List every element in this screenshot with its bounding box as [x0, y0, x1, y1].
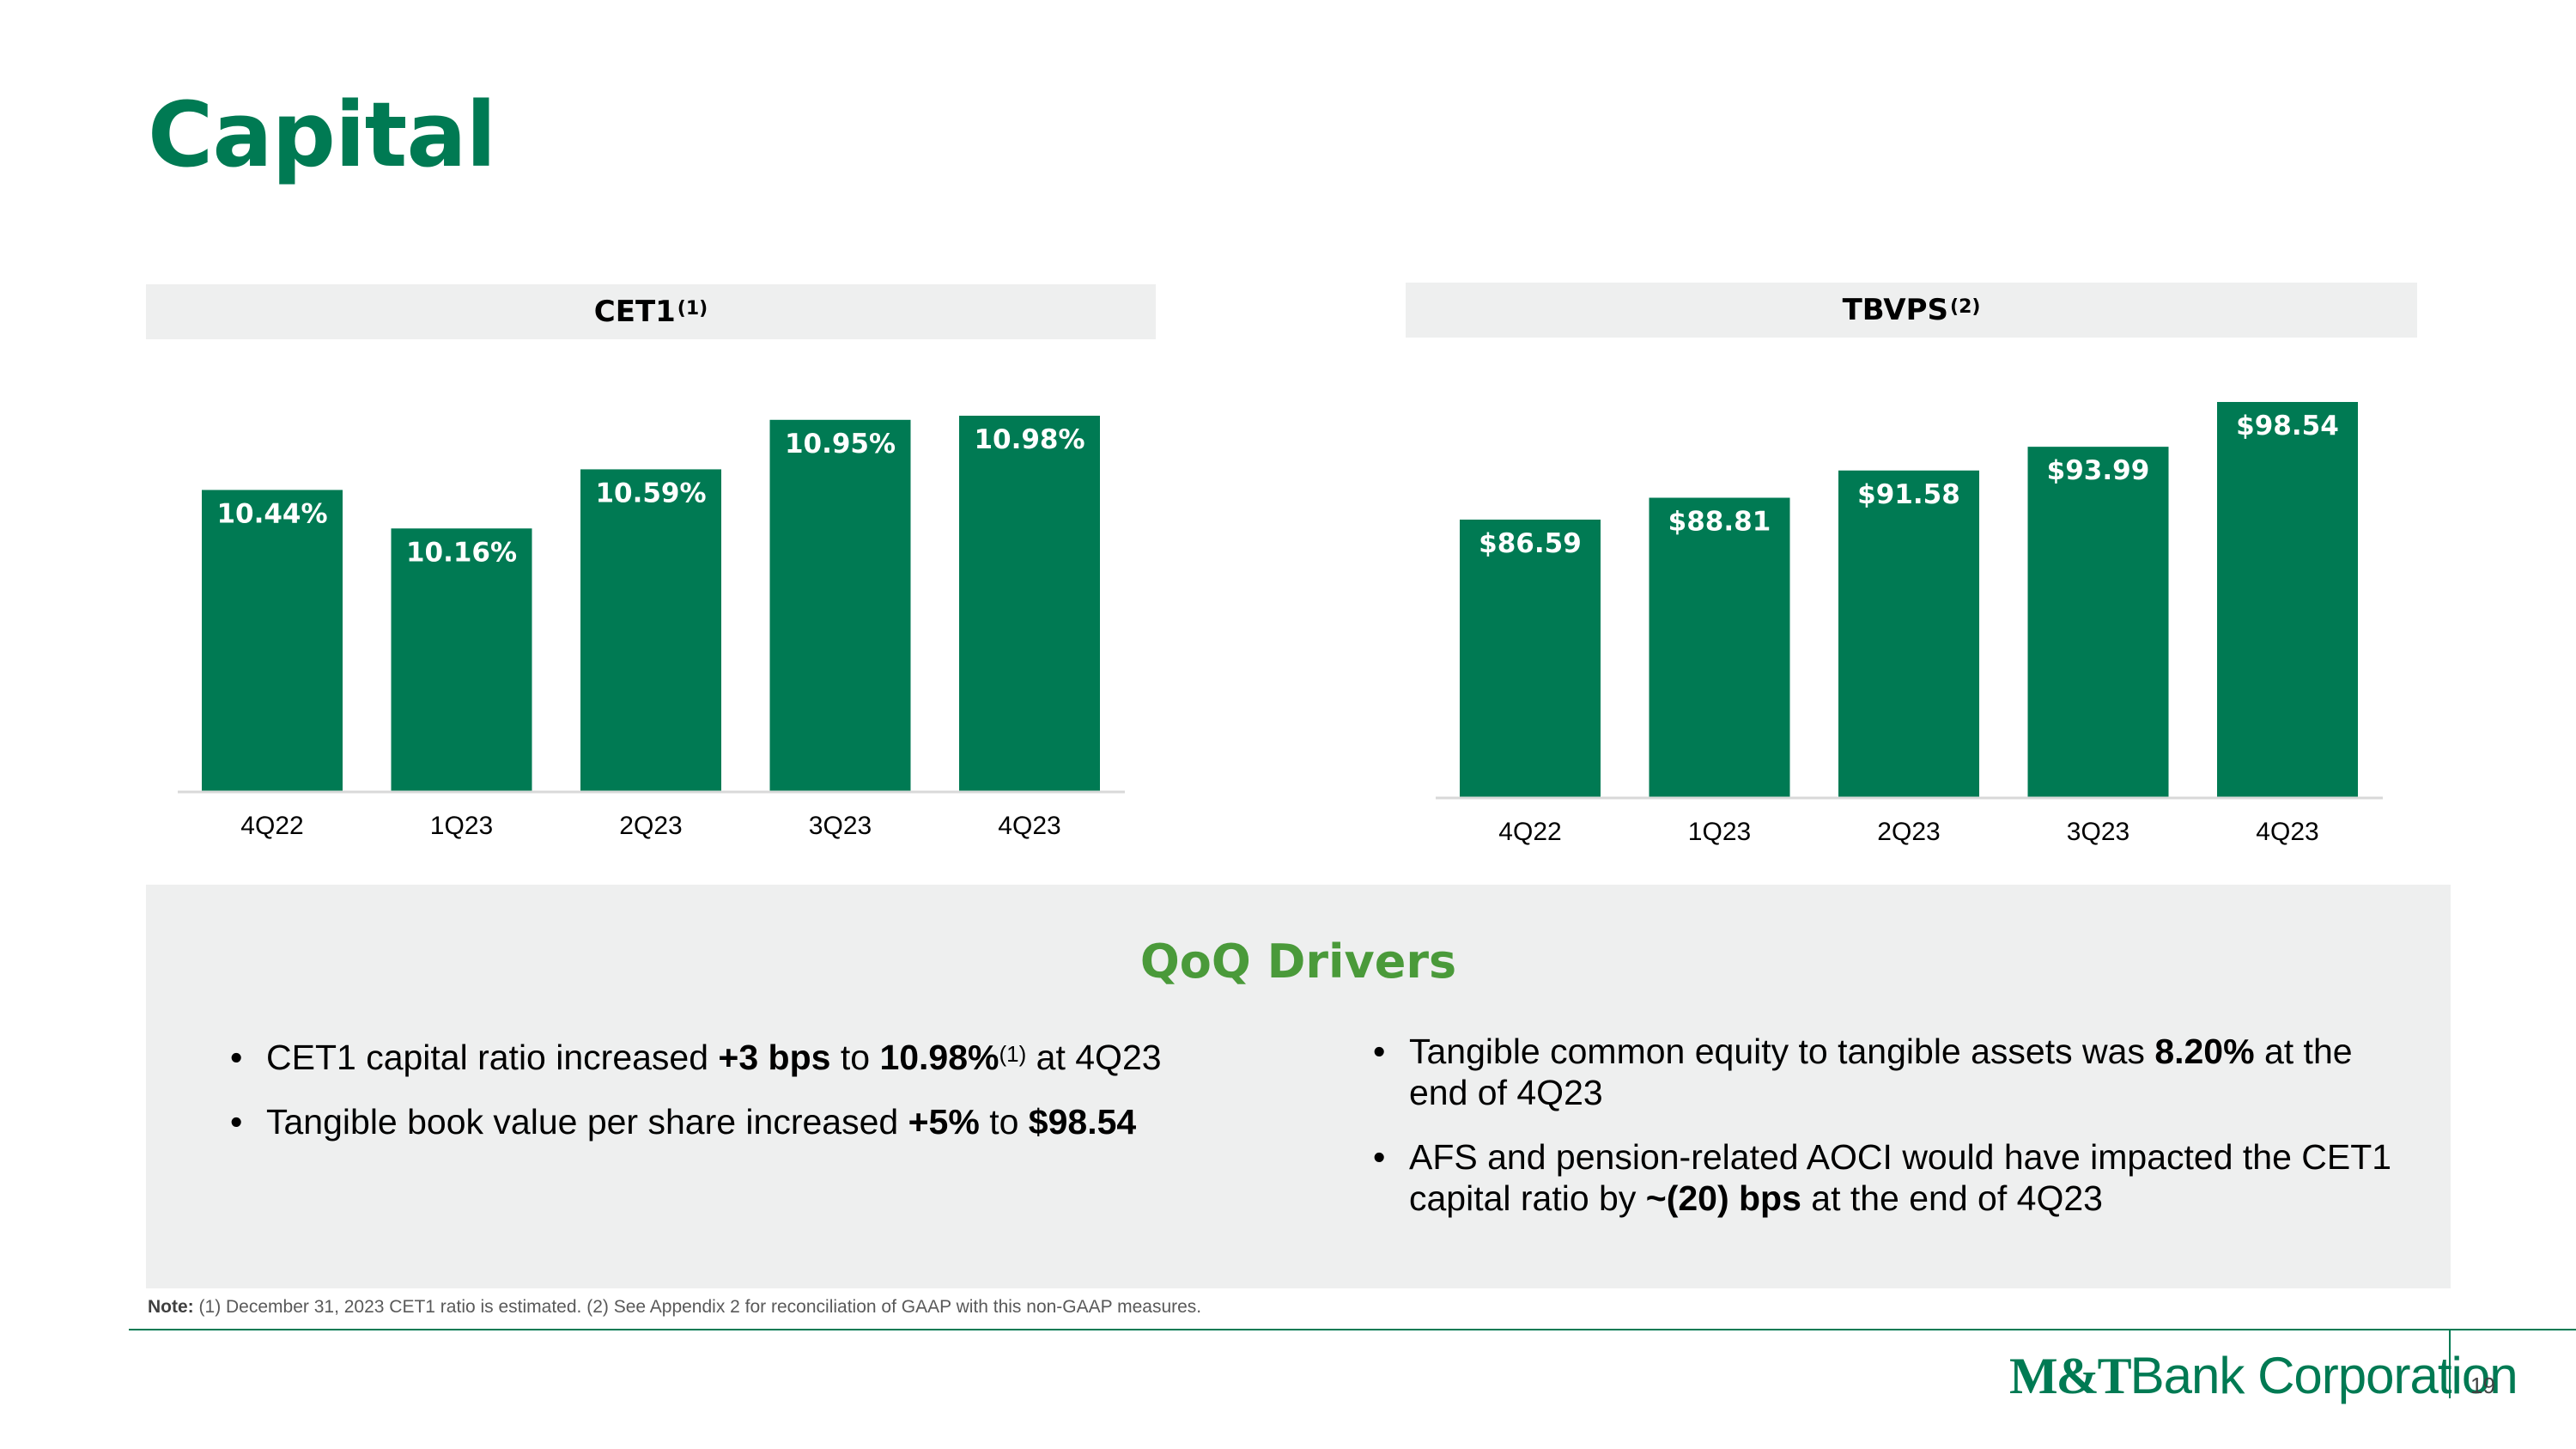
cet1-data-label: 10.59% — [595, 478, 706, 508]
cet1-bar-1q23 — [391, 528, 532, 791]
footer-vertical-divider — [2449, 1330, 2451, 1398]
cet1-chart-header: CET1 (1) — [146, 284, 1156, 339]
driver-cet1-increase: CET1 capital ratio increased +3 bps to 1… — [230, 1037, 1346, 1078]
cet1-data-label: 10.44% — [216, 498, 327, 529]
driver-tbvps-increase: Tangible book value per share increased … — [230, 1101, 1346, 1142]
cet1-data-label: 10.16% — [406, 537, 517, 568]
tbvps-chart-footnote-ref: (2) — [1950, 295, 1981, 318]
drivers-right-list: Tangible common equity to tangible asset… — [1373, 1031, 2421, 1242]
cet1-bar-3q23 — [769, 419, 911, 791]
cet1-data-label: 10.98% — [974, 424, 1084, 455]
footer-divider — [129, 1329, 2576, 1330]
tbvps-chart-title: TBVPS — [1842, 293, 1949, 327]
cet1-bar-4q23 — [959, 416, 1100, 791]
footnote: Note: (1) December 31, 2023 CET1 ratio i… — [148, 1297, 1202, 1317]
cet1-bar-2q23 — [580, 469, 721, 791]
cet1-x-tick-label: 1Q23 — [430, 812, 493, 840]
cet1-chart-title: CET1 — [593, 295, 676, 329]
drivers-left-list: CET1 capital ratio increased +3 bps to 1… — [230, 1037, 1346, 1166]
driver-aoci-impact: AFS and pension-related AOCI would have … — [1373, 1136, 2421, 1219]
cet1-x-tick-label: 2Q23 — [619, 812, 682, 840]
company-logo: M&TBank Corporation — [2009, 1347, 2518, 1404]
cet1-x-tick-label: 4Q22 — [240, 812, 303, 840]
driver-tce-ratio: Tangible common equity to tangible asset… — [1373, 1031, 2421, 1113]
cet1-data-label: 10.95% — [785, 429, 896, 460]
tbvps-chart-header: TBVPS (2) — [1406, 283, 2417, 338]
cet1-x-tick-label: 4Q23 — [998, 812, 1060, 840]
page-number: 19 — [2470, 1373, 2495, 1398]
cet1-x-tick-label: 3Q23 — [809, 812, 872, 840]
cet1-chart-footnote-ref: (1) — [677, 297, 708, 320]
cet1-bar-4q22 — [202, 490, 343, 791]
qoq-drivers-title: QoQ Drivers — [1139, 935, 1457, 989]
page-title: Capital — [148, 82, 496, 187]
qoq-drivers-panel: QoQ Drivers CET1 capital ratio increased… — [146, 885, 2451, 1288]
